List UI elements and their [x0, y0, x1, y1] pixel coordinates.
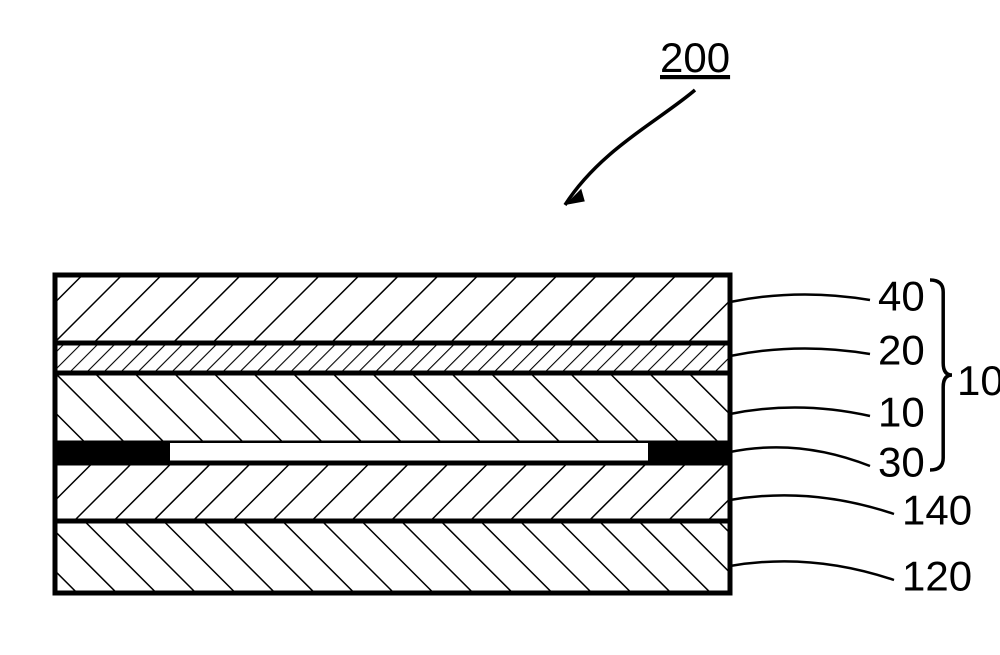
label-30: 30	[878, 439, 925, 486]
electrode-left	[55, 443, 170, 463]
leader-30	[730, 447, 870, 466]
layer-140	[55, 463, 730, 521]
leader-20	[730, 348, 870, 356]
layer-10	[55, 373, 730, 443]
leader-120	[730, 561, 894, 580]
layer-20	[55, 343, 730, 373]
leader-40	[730, 294, 870, 302]
brace-100	[930, 280, 952, 470]
pointer-arrow	[565, 90, 695, 205]
label-40: 40	[878, 273, 925, 320]
label-140: 140	[902, 487, 972, 534]
label-10: 10	[878, 389, 925, 436]
layer-120	[55, 521, 730, 593]
label-20: 20	[878, 327, 925, 374]
label-200: 200	[660, 34, 730, 81]
label-120: 120	[902, 553, 972, 600]
label-100: 100	[957, 357, 1000, 404]
leader-10	[730, 407, 870, 416]
electrode-right	[648, 443, 730, 463]
leader-140	[730, 495, 894, 514]
cross-section-svg: 40 20 1030140 120 100 200	[0, 0, 1000, 650]
layer-40	[55, 275, 730, 343]
diagram-container: 40 20 1030140 120 100 200	[0, 0, 1000, 650]
